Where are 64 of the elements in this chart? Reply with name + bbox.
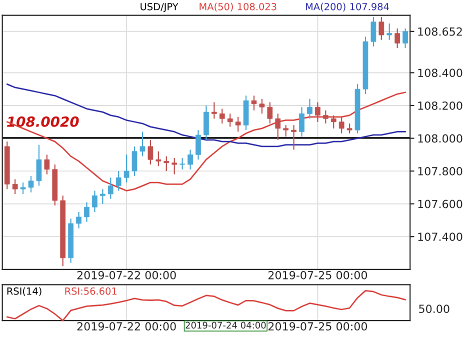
candlestick: [164, 156, 170, 172]
candlestick: [211, 102, 217, 120]
x-tick-label: 2019-07-25 00:00: [268, 322, 368, 331]
candlestick: [394, 28, 400, 49]
candlestick: [386, 22, 392, 40]
candlestick: [315, 102, 320, 122]
candlestick: [402, 28, 408, 49]
candlestick: [267, 102, 273, 124]
text: 50.00: [419, 304, 450, 314]
candlestick: [307, 98, 312, 120]
line-series: [6, 92, 406, 192]
y-tick-label: 107.600: [418, 200, 462, 208]
y-tick-label: 107.400: [418, 232, 462, 241]
x-tick-label: 2019-07-25 00:00: [268, 270, 368, 280]
y-tick-label: 108.000: [418, 134, 462, 143]
text: MA(50) 108.023: [200, 2, 276, 12]
candlestick: [180, 157, 185, 170]
candlestick: [378, 16, 384, 40]
text: 2019-07-24 04:00: [186, 322, 266, 329]
candlestick: [156, 150, 162, 167]
y-tick-label: 108.400: [418, 68, 462, 78]
candlestick: [227, 113, 233, 128]
candlestick: [275, 113, 281, 140]
candlestick: [204, 104, 209, 140]
series-label: RSI:56.601: [65, 287, 116, 295]
candlestick: [44, 154, 50, 175]
candlestick: [299, 106, 304, 138]
candlestick: [36, 144, 42, 186]
candlestick: [346, 122, 352, 134]
candlestick: [330, 114, 336, 129]
candlestick: [370, 16, 376, 48]
candlestick: [124, 154, 130, 184]
candlestick: [84, 202, 90, 222]
candlestick: [219, 108, 225, 124]
candlestick: [108, 177, 114, 200]
candlestick: [338, 116, 344, 134]
y-tick-label: 107.800: [418, 167, 462, 176]
ref-line-label: 108.0020: [7, 116, 79, 127]
candlestick: [148, 139, 154, 166]
candlestick: [188, 149, 193, 170]
candlestick: [20, 182, 26, 195]
candlestick: [251, 95, 257, 111]
candlestick: [259, 98, 265, 114]
candlestick: [76, 211, 82, 229]
chart-title: USD/JPY: [140, 2, 178, 12]
candlestick: [92, 190, 98, 213]
candlestick: [322, 110, 328, 124]
candlestick: [172, 157, 178, 175]
candlestick: [132, 146, 138, 177]
chart-title: RSI(14): [7, 287, 42, 296]
candlestick: [28, 175, 34, 193]
text: MA(200) 107.984: [306, 2, 389, 12]
candlestick: [116, 170, 122, 192]
candlestick: [283, 124, 289, 138]
candlestick: [235, 116, 241, 132]
candlestick: [291, 124, 296, 150]
candlestick: [140, 131, 146, 157]
candlestick: [100, 188, 106, 204]
y-tick-label: 108.200: [418, 101, 462, 110]
candlestick: [196, 130, 201, 160]
y-tick-label: 108.652: [418, 27, 462, 36]
x-tick-label: 2019-07-22 00:00: [77, 322, 176, 331]
x-tick-label: 2019-07-22 00:00: [77, 270, 176, 280]
candlestick: [12, 178, 18, 195]
